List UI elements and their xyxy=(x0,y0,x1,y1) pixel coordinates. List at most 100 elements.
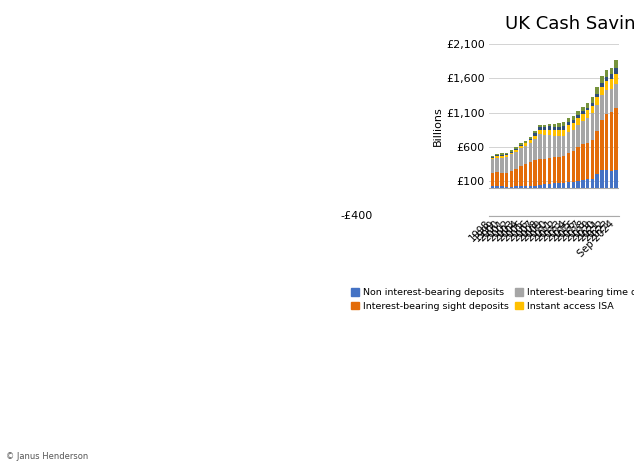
Bar xyxy=(586,143,589,179)
Bar xyxy=(552,183,556,188)
Bar xyxy=(510,187,513,188)
Bar xyxy=(505,157,508,173)
Bar xyxy=(591,103,594,106)
Bar xyxy=(586,110,589,118)
Bar xyxy=(500,157,503,173)
Bar xyxy=(552,136,556,157)
Bar xyxy=(581,180,585,188)
Bar xyxy=(543,127,547,130)
Bar xyxy=(510,153,513,155)
Bar xyxy=(591,113,594,140)
Bar xyxy=(514,169,518,187)
Bar xyxy=(505,173,508,187)
Bar xyxy=(514,152,518,169)
Bar xyxy=(572,116,575,120)
Bar xyxy=(600,87,604,95)
Bar xyxy=(572,181,575,188)
Bar xyxy=(491,159,494,174)
Bar xyxy=(538,127,541,130)
Bar xyxy=(605,81,609,90)
Bar xyxy=(610,68,613,75)
Bar xyxy=(495,157,499,172)
Bar xyxy=(614,68,618,74)
Bar xyxy=(600,120,604,170)
Bar xyxy=(529,140,532,143)
Bar xyxy=(538,134,541,159)
Bar xyxy=(576,147,579,181)
Bar xyxy=(591,106,594,113)
Bar xyxy=(543,135,547,159)
Bar xyxy=(491,156,494,157)
Bar xyxy=(562,122,566,126)
Bar xyxy=(586,179,589,188)
Legend: Non interest-bearing deposits, Interest-bearing sight deposits, Interest-bearing: Non interest-bearing deposits, Interest-… xyxy=(351,288,634,311)
Bar xyxy=(600,95,604,120)
Bar xyxy=(548,184,551,188)
Bar xyxy=(510,152,513,153)
Bar xyxy=(605,114,609,170)
Bar xyxy=(595,97,598,105)
Bar xyxy=(510,150,513,152)
Bar xyxy=(572,120,575,123)
Bar xyxy=(605,90,609,114)
Bar xyxy=(591,140,594,179)
Bar xyxy=(500,156,503,157)
Bar xyxy=(524,143,527,144)
Bar xyxy=(548,158,551,184)
Bar xyxy=(572,151,575,181)
Bar xyxy=(576,118,579,125)
Bar xyxy=(557,183,560,188)
Bar xyxy=(591,97,594,103)
Bar xyxy=(581,144,585,180)
Bar xyxy=(519,166,522,186)
Bar xyxy=(505,187,508,188)
Bar xyxy=(548,126,551,130)
Bar xyxy=(552,127,556,130)
Bar xyxy=(552,157,556,183)
Bar xyxy=(538,185,541,188)
Bar xyxy=(533,186,537,188)
Bar xyxy=(529,139,532,140)
Bar xyxy=(610,112,613,171)
Bar xyxy=(576,181,579,188)
Bar xyxy=(524,141,527,143)
Bar xyxy=(595,87,598,94)
Bar xyxy=(605,170,609,188)
Bar xyxy=(519,186,522,188)
Bar xyxy=(500,173,503,187)
Bar xyxy=(529,143,532,162)
Bar xyxy=(519,145,522,146)
Bar xyxy=(557,130,560,136)
Bar xyxy=(576,125,579,147)
Bar xyxy=(543,125,547,127)
Bar xyxy=(586,118,589,143)
Bar xyxy=(567,153,570,182)
Bar xyxy=(524,146,527,164)
Bar xyxy=(600,76,604,83)
Bar xyxy=(557,124,560,127)
Bar xyxy=(548,130,551,135)
Bar xyxy=(595,131,598,175)
Bar xyxy=(495,187,499,188)
Bar xyxy=(572,130,575,151)
Bar xyxy=(538,130,541,134)
Bar xyxy=(572,123,575,130)
Bar xyxy=(543,130,547,135)
Bar xyxy=(614,84,618,107)
Bar xyxy=(557,157,560,183)
Bar xyxy=(562,183,566,188)
Bar xyxy=(567,132,570,153)
Bar xyxy=(610,89,613,112)
Bar xyxy=(491,187,494,188)
Bar xyxy=(548,135,551,158)
Bar xyxy=(610,75,613,79)
Bar xyxy=(495,155,499,156)
Text: -£400: -£400 xyxy=(340,211,373,220)
Bar xyxy=(548,124,551,126)
Bar xyxy=(500,187,503,188)
Bar xyxy=(491,157,494,159)
Bar xyxy=(510,155,513,171)
Bar xyxy=(614,60,618,68)
Bar xyxy=(614,74,618,84)
Text: UK Cash Savings £bn: UK Cash Savings £bn xyxy=(505,15,634,33)
